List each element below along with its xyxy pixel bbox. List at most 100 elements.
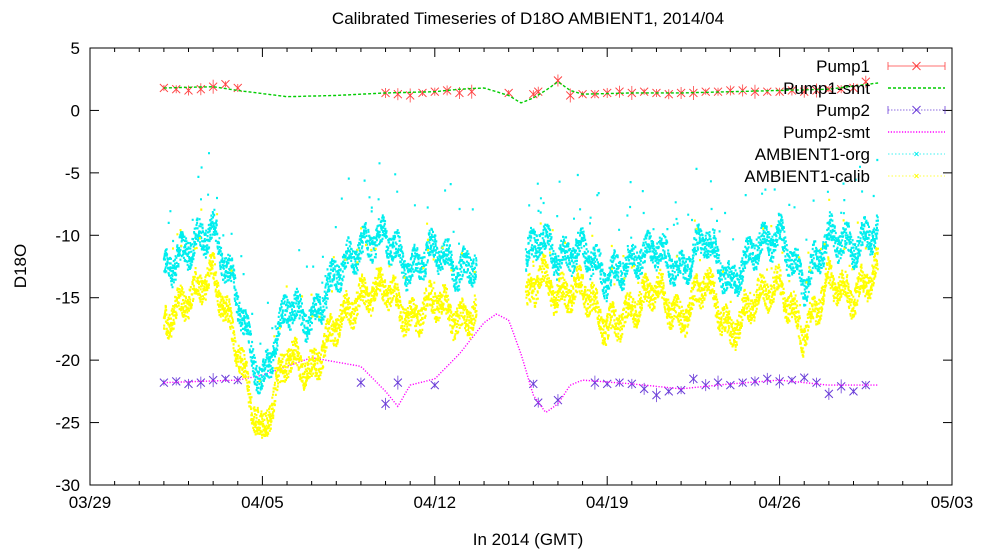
- data-point: [159, 378, 169, 387]
- data-point: [430, 380, 440, 390]
- y-tick-label: 0: [71, 101, 80, 120]
- data-point: [196, 83, 206, 96]
- data-point: [775, 374, 784, 389]
- data-point: [405, 88, 415, 103]
- data-point: [738, 84, 748, 97]
- y-tick-label: -5: [65, 164, 80, 183]
- legend-entry: Pump1: [816, 57, 946, 76]
- data-point: [467, 84, 477, 99]
- chart-title: Calibrated Timeseries of D18O AMBIENT1, …: [332, 9, 724, 28]
- x-tick-label: 05/03: [931, 493, 974, 512]
- legend-entry: AMBIENT1-calib: [744, 167, 945, 186]
- data-point: [221, 374, 230, 384]
- data-point: [221, 79, 230, 89]
- y-tick-label: -10: [55, 226, 80, 245]
- data-point: [849, 387, 858, 396]
- legend-entry: AMBIENT1-org: [755, 145, 945, 164]
- data-point: [725, 85, 735, 96]
- series-points: [162, 152, 879, 395]
- data-point: [627, 378, 637, 389]
- series-line: [163, 313, 879, 414]
- y-tick-label: -25: [55, 414, 80, 433]
- data-point: [664, 387, 674, 396]
- series-line: [163, 81, 879, 104]
- data-point: [701, 379, 711, 392]
- data-point: [602, 379, 612, 389]
- data-point: [824, 84, 834, 94]
- series-pump2-smt: [163, 313, 879, 414]
- data-point: [208, 373, 218, 388]
- legend-label: Pump2-smt: [783, 123, 870, 142]
- data-point: [664, 89, 674, 100]
- data-point: [824, 387, 834, 400]
- data-point: [196, 376, 206, 389]
- data-point: [184, 378, 193, 389]
- data-point: [652, 388, 661, 403]
- data-point: [701, 87, 711, 97]
- data-point: [639, 382, 649, 395]
- x-tick-label: 03/29: [69, 493, 112, 512]
- legend: Pump1 Pump1-smt Pump2 Pump2-smt AMBIENT1-org…: [744, 57, 946, 186]
- data-point: [812, 83, 821, 98]
- series-ambient1-org: [162, 152, 879, 395]
- legend-entry: Pump2-smt: [783, 123, 945, 142]
- legend-label: Pump1-smt: [783, 79, 870, 98]
- x-tick-label: 04/19: [586, 493, 629, 512]
- data-point: [590, 89, 600, 99]
- series-pump1-smt: [163, 81, 879, 104]
- y-tick-label: 5: [71, 39, 80, 58]
- data-point: [418, 88, 427, 98]
- data-point: [689, 373, 698, 384]
- data-point: [787, 375, 797, 385]
- data-point: [159, 83, 169, 93]
- data-point: [750, 84, 760, 99]
- data-point: [171, 377, 181, 386]
- legend-label: Pump2: [816, 101, 870, 120]
- data-point: [356, 377, 366, 388]
- legend-label: AMBIENT1-calib: [744, 167, 870, 186]
- y-tick-label: -15: [55, 289, 80, 308]
- data-point: [590, 375, 600, 390]
- data-point: [836, 379, 846, 394]
- series-points: [162, 198, 879, 439]
- y-axis-label: D18O: [11, 244, 30, 288]
- data-point: [393, 88, 403, 101]
- data-point: [565, 88, 575, 103]
- data-point: [639, 87, 649, 97]
- series-ambient1-calib: [162, 198, 879, 439]
- y-tick-label: -30: [55, 476, 80, 495]
- data-point: [775, 87, 784, 97]
- series-pump2: [159, 372, 871, 410]
- data-point: [762, 87, 772, 97]
- data-point: [208, 79, 218, 94]
- x-tick-label: 04/12: [414, 493, 457, 512]
- legend-entry: Pump2: [816, 101, 946, 120]
- data-point: [171, 84, 181, 94]
- x-tick-label: 04/26: [758, 493, 801, 512]
- data-point: [553, 394, 563, 407]
- y-tick-label: -20: [55, 351, 80, 370]
- data-point: [750, 376, 760, 387]
- data-point: [381, 397, 390, 410]
- data-point: [799, 373, 809, 382]
- data-point: [676, 385, 686, 395]
- data-point: [713, 375, 723, 390]
- data-point: [799, 85, 809, 98]
- data-point: [812, 377, 821, 388]
- plot-frame: [89, 47, 953, 486]
- x-tick-label: 04/05: [241, 493, 284, 512]
- data-point: [393, 375, 403, 390]
- plot-area: [159, 74, 879, 439]
- data-point: [533, 397, 543, 408]
- data-point: [442, 85, 452, 96]
- data-point: [615, 85, 624, 98]
- x-axis-label: In 2014 (GMT): [473, 530, 584, 549]
- data-point: [553, 74, 563, 87]
- series-pump1: [159, 74, 871, 103]
- data-point: [725, 380, 735, 390]
- legend-label: Pump1: [816, 57, 870, 76]
- data-point: [762, 372, 772, 385]
- legend-entry: Pump1-smt: [783, 79, 945, 98]
